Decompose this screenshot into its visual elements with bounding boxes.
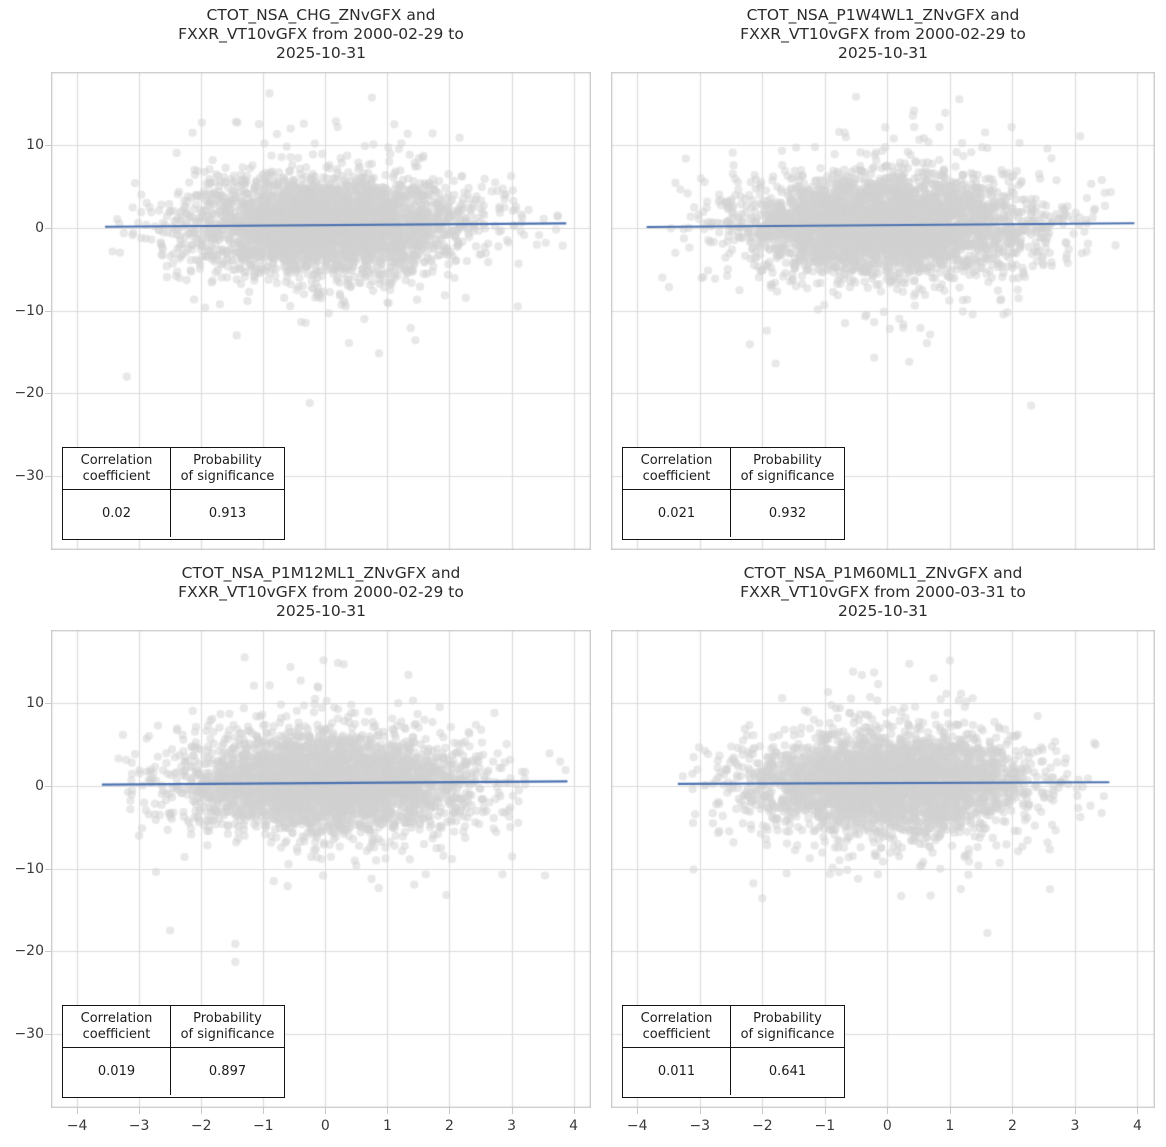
x-axis-tickmark <box>1012 1108 1014 1114</box>
correlation-value-cell: 0.019 <box>63 1048 171 1095</box>
y-axis-tickmark <box>45 475 51 477</box>
x-axis-tickmark <box>77 1108 79 1114</box>
plot-title-line: 2025-10-31 <box>837 44 929 62</box>
x-axis-tick-label: −1 <box>252 1118 274 1134</box>
x-axis-tick-label: −4 <box>66 1118 88 1134</box>
x-axis-tickmark <box>139 1108 141 1114</box>
correlation-table: Correlation coefficient Probability of s… <box>62 447 285 540</box>
y-axis-tick-label: −10 <box>14 860 44 877</box>
y-axis-tickmark <box>45 145 51 147</box>
y-axis-tickmark <box>45 228 51 230</box>
y-axis-tickmark <box>45 310 51 312</box>
correlation-table: Correlation coefficient Probability of s… <box>622 1005 845 1098</box>
probability-value-cell: 0.897 <box>208 1063 247 1079</box>
plot-title-line: 2025-10-31 <box>275 602 367 620</box>
y-axis-tickmark <box>45 868 51 870</box>
plot-title-line: 2025-10-31 <box>837 602 929 620</box>
plot-title: CTOT_NSA_P1W4WL1_ZNvGFX and FXXR_VT10vGF… <box>611 6 1155 63</box>
x-axis-tick-label: 0 <box>882 1118 892 1134</box>
plot-title: CTOT_NSA_CHG_ZNvGFX and FXXR_VT10vGFX fr… <box>51 6 591 63</box>
x-axis-tick-label: −4 <box>626 1118 648 1134</box>
x-axis-tickmark <box>1074 1108 1076 1114</box>
y-axis-tickmark <box>45 393 51 395</box>
plot-title-line: 2025-10-31 <box>275 44 367 62</box>
scatter-panel: CTOT_NSA_CHG_ZNvGFX and FXXR_VT10vGFX fr… <box>0 0 601 558</box>
y-axis-tick-label: −10 <box>14 302 44 319</box>
y-axis-tick-label: −30 <box>14 467 44 484</box>
x-axis-tickmark <box>887 1108 889 1114</box>
y-axis-tick-label: −20 <box>14 943 44 960</box>
plot-title: CTOT_NSA_P1M12ML1_ZNvGFX and FXXR_VT10vG… <box>51 564 591 621</box>
x-axis-tick-label: −2 <box>751 1118 773 1134</box>
probability-value-cell: 0.913 <box>208 505 247 521</box>
x-axis-tick-label: 1 <box>382 1118 392 1134</box>
plot-title-line: FXXR_VT10vGFX from 2000-03-31 to <box>740 583 1026 601</box>
x-axis-tickmark <box>511 1108 513 1114</box>
x-axis-tickmark <box>637 1108 639 1114</box>
x-axis-tickmark <box>325 1108 327 1114</box>
correlation-table: Correlation coefficient Probability of s… <box>62 1005 285 1098</box>
x-axis-tickmark <box>263 1108 265 1114</box>
correlation-value-cell: 0.021 <box>623 490 731 537</box>
correlation-value-cell: 0.011 <box>623 1048 731 1095</box>
x-axis-tick-label: 2 <box>445 1118 454 1134</box>
plot-title-line: CTOT_NSA_CHG_ZNvGFX and <box>206 6 436 24</box>
probability-header-cell: Probability of significance <box>171 448 284 490</box>
x-axis-tick-label: 4 <box>569 1118 579 1134</box>
y-axis-tickmark <box>45 786 51 788</box>
x-axis-tickmark <box>949 1108 951 1114</box>
x-axis-tickmark <box>824 1108 826 1114</box>
y-axis-tick-label: −20 <box>14 385 44 402</box>
x-axis-tick-label: 1 <box>945 1118 955 1134</box>
y-axis-tick-label: 0 <box>35 778 44 795</box>
x-axis-tickmark <box>201 1108 203 1114</box>
x-axis-tick-label: 2 <box>1007 1118 1017 1134</box>
x-axis-tickmark <box>449 1108 451 1114</box>
y-axis-tick-label: 10 <box>26 137 44 154</box>
scatter-panel: CTOT_NSA_P1W4WL1_ZNvGFX and FXXR_VT10vGF… <box>601 0 1166 558</box>
x-axis-tickmark <box>762 1108 764 1114</box>
plot-title-line: CTOT_NSA_P1M60ML1_ZNvGFX and <box>743 564 1023 582</box>
y-axis-tickmark <box>45 703 51 705</box>
plot-title-line: FXXR_VT10vGFX from 2000-02-29 to <box>178 25 464 43</box>
x-axis-tick-label: 3 <box>1070 1118 1080 1134</box>
correlation-header-cell: Correlation coefficient <box>63 1006 171 1048</box>
y-axis-tickmark <box>45 1033 51 1035</box>
x-axis-tick-label: 0 <box>320 1118 330 1134</box>
y-axis-tick-label: 10 <box>26 695 44 712</box>
plot-title-line: CTOT_NSA_P1M12ML1_ZNvGFX and <box>181 564 461 582</box>
probability-header-cell: Probability of significance <box>731 448 844 490</box>
x-axis-tickmark <box>573 1108 575 1114</box>
x-axis-tick-label: 4 <box>1133 1118 1142 1134</box>
x-axis-tick-label: −2 <box>190 1118 212 1134</box>
plot-title-line: FXXR_VT10vGFX from 2000-02-29 to <box>178 583 464 601</box>
y-axis-tick-label: −30 <box>14 1025 44 1042</box>
x-axis-tickmark <box>387 1108 389 1114</box>
x-axis-tickmark <box>1137 1108 1139 1114</box>
plot-title-line: CTOT_NSA_P1W4WL1_ZNvGFX and <box>746 6 1020 24</box>
probability-header-cell: Probability of significance <box>731 1006 844 1048</box>
correlation-header-cell: Correlation coefficient <box>63 448 171 490</box>
x-axis-tick-label: 3 <box>507 1118 516 1134</box>
correlation-value-cell: 0.02 <box>63 490 171 537</box>
probability-value-cell: 0.641 <box>768 1063 807 1079</box>
scatter-panel: CTOT_NSA_P1M60ML1_ZNvGFX and FXXR_VT10vG… <box>601 558 1166 1147</box>
correlation-header-cell: Correlation coefficient <box>623 1006 731 1048</box>
y-axis-tickmark <box>45 951 51 953</box>
x-axis-tickmark <box>699 1108 701 1114</box>
probability-value-cell: 0.932 <box>768 505 807 521</box>
x-axis-tick-label: −3 <box>689 1118 711 1134</box>
scatter-panel: CTOT_NSA_P1M12ML1_ZNvGFX and FXXR_VT10vG… <box>0 558 601 1147</box>
probability-header-cell: Probability of significance <box>171 1006 284 1048</box>
x-axis-tick-label: −1 <box>814 1118 836 1134</box>
x-axis-tick-label: −3 <box>128 1118 150 1134</box>
plot-title-line: FXXR_VT10vGFX from 2000-02-29 to <box>740 25 1026 43</box>
correlation-header-cell: Correlation coefficient <box>623 448 731 490</box>
y-axis-tick-label: 0 <box>35 220 44 237</box>
plot-title: CTOT_NSA_P1M60ML1_ZNvGFX and FXXR_VT10vG… <box>611 564 1155 621</box>
correlation-table: Correlation coefficient Probability of s… <box>622 447 845 540</box>
